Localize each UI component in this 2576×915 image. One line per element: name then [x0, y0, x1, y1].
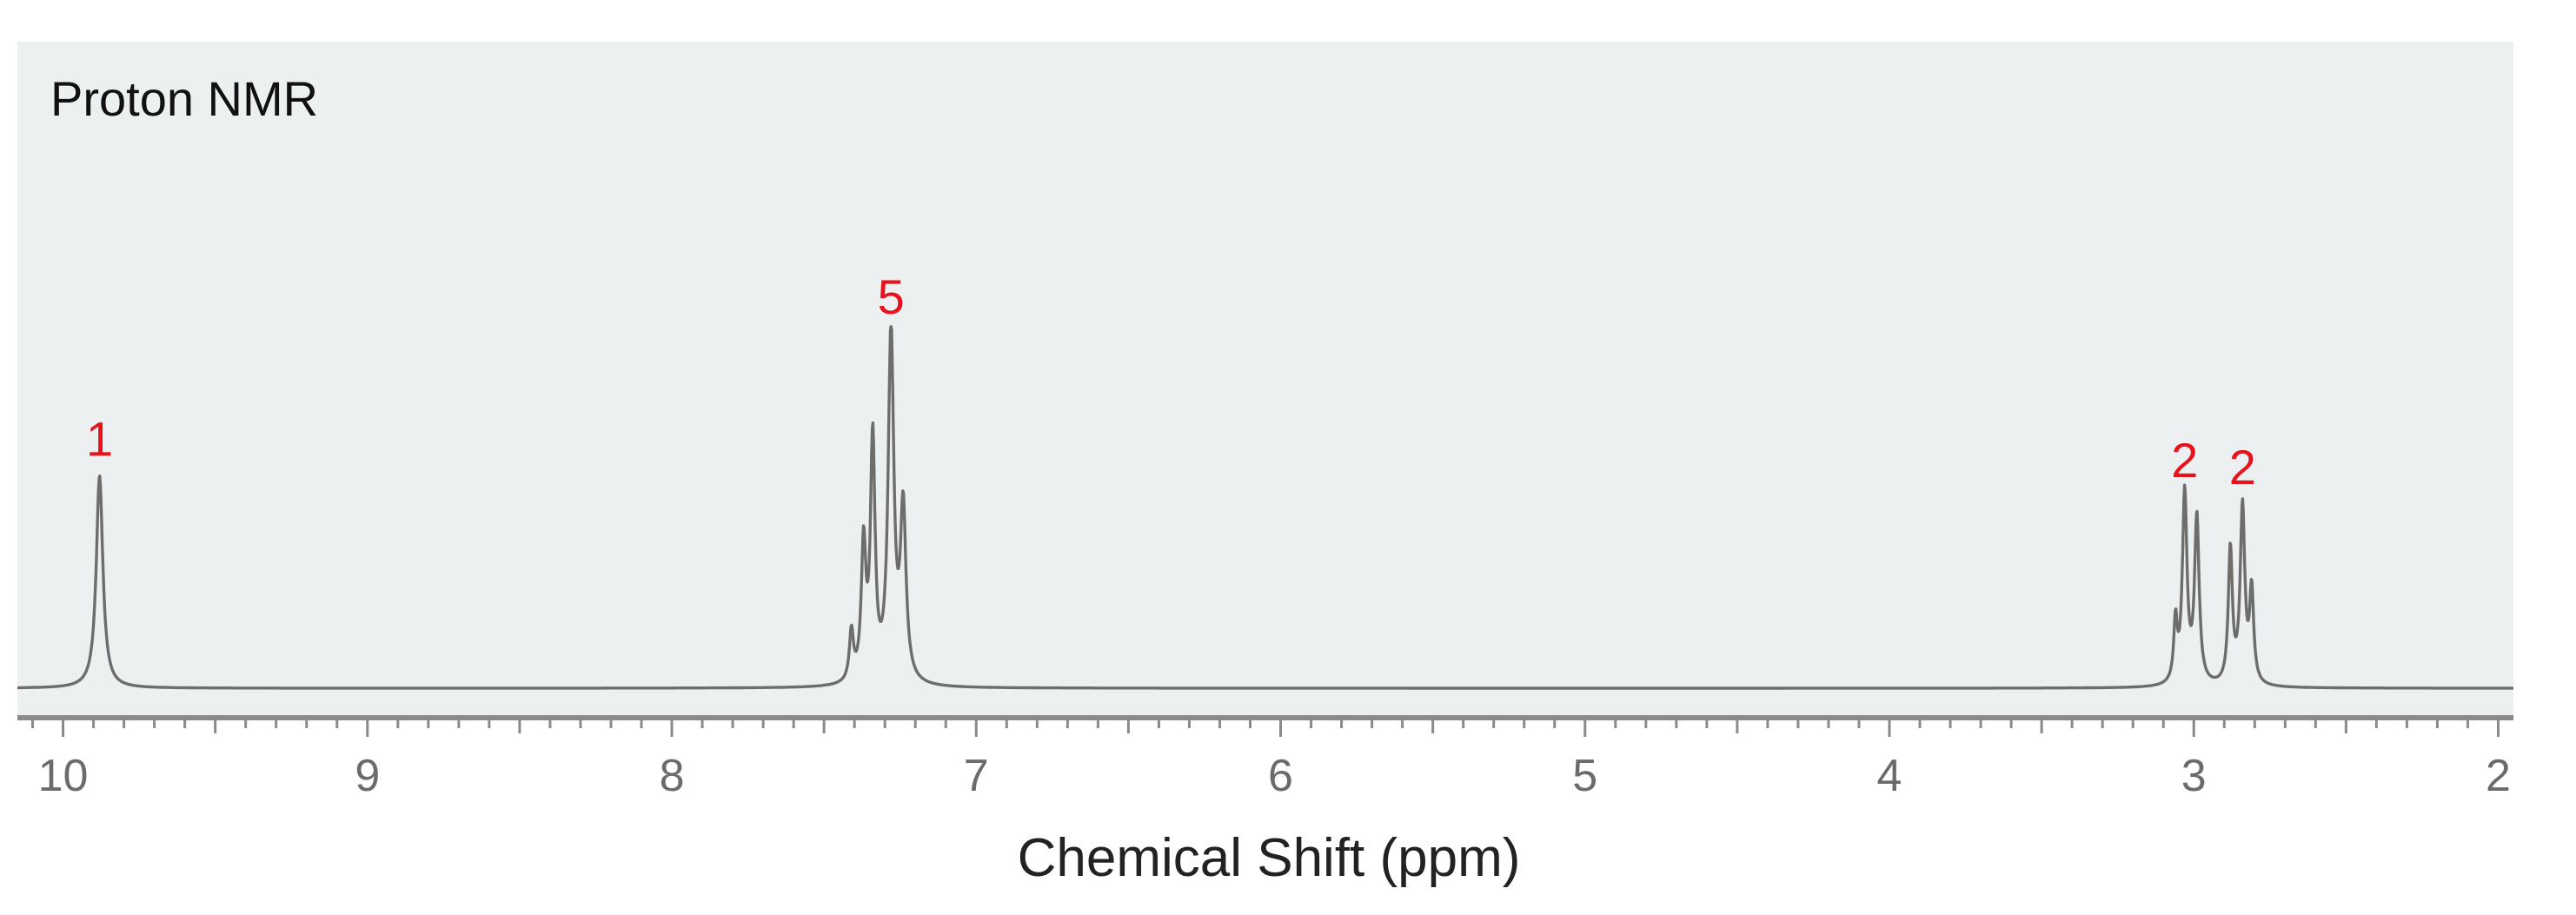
- x-tick-label: 7: [964, 751, 989, 801]
- x-tick-label: 3: [2181, 751, 2207, 801]
- integration-label: 1: [86, 411, 113, 466]
- integration-labels: 152 2: [86, 269, 2256, 494]
- x-tick-label: 10: [38, 751, 89, 801]
- plot-area: [17, 42, 2513, 718]
- x-axis-tick-labels: 10 9 8 7 6 5 4 3 2: [38, 751, 2511, 801]
- integration-label: 5: [878, 269, 905, 324]
- x-tick-label: 8: [660, 751, 685, 801]
- integration-label: 2: [2171, 433, 2198, 487]
- x-tick-label: 6: [1268, 751, 1293, 801]
- x-tick-label: 9: [355, 751, 380, 801]
- chart-title: Proton NMR: [50, 71, 318, 126]
- x-axis-title: Chemical Shift (ppm): [1018, 828, 1521, 888]
- x-axis-ticks: [31, 718, 2500, 737]
- x-tick-label: 5: [1572, 751, 1597, 801]
- spectrum-trace: [17, 325, 2514, 690]
- x-tick-label: 4: [1877, 751, 1902, 801]
- x-tick-label: 2: [2486, 751, 2511, 801]
- integration-label: 2: [2229, 440, 2256, 494]
